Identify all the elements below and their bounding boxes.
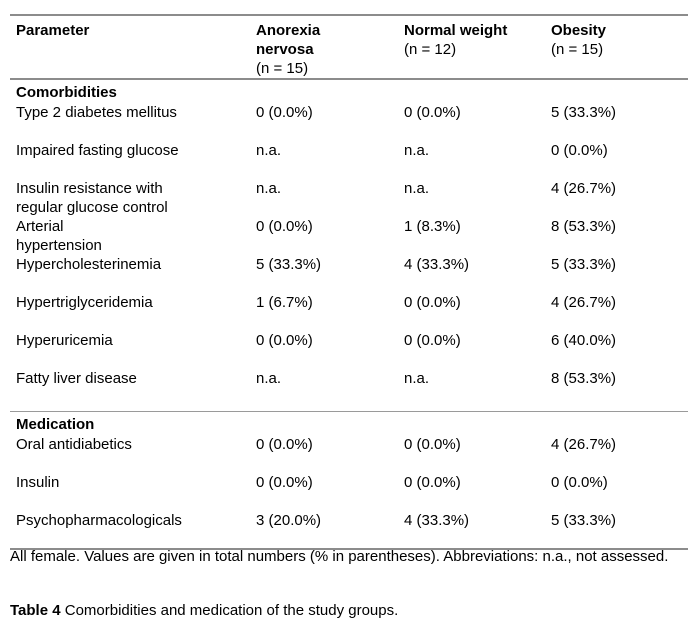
table-row: Type 2 diabetes mellitus 0 (0.0%) 0 (0.0%)… <box>10 103 688 141</box>
value-cell: 4 (26.7%) <box>551 180 617 197</box>
value-cell: 0 (0.0%) <box>404 332 461 349</box>
value-cell: 5 (33.3%) <box>256 256 322 273</box>
value-cell: 8 (53.3%) <box>551 370 617 387</box>
table-row: Impaired fasting glucose n.a. n.a. 0 (0.0%) <box>10 141 688 179</box>
value-cell: 5 (33.3%) <box>545 511 688 550</box>
value-cell: 0 (0.0%) <box>404 294 461 311</box>
value-cell: 5 (33.3%) <box>551 104 617 121</box>
header-cell-anorexia-nervosa: Anorexia nervosa (n = 15) <box>250 14 398 80</box>
value-cell: 4 (33.3%) <box>404 256 470 273</box>
table-body: Comorbidities Type 2 diabetes mellitus 0 (… <box>10 79 688 550</box>
table-row: Hypercholesterinemia 5 (33.3%) 4 (33.3%) 5 … <box>10 255 688 293</box>
value-cell: n.a. <box>404 370 430 387</box>
value-cell: n.a. <box>256 370 282 387</box>
value-cell: 4 (33.3%) <box>398 511 545 550</box>
caption-label: Table 4 <box>10 602 61 619</box>
column-subtitle: (n = 15) <box>256 60 309 77</box>
section-label: Comorbidities <box>16 84 117 101</box>
value-cell: n.a. <box>404 180 430 197</box>
header-row: Parameter Anorexia nervosa (n = 15) Norm… <box>10 14 688 80</box>
table-row: Insulin 0 (0.0%) 0 (0.0%) 0 (0.0%) <box>10 473 688 511</box>
value-cell: 0 (0.0%) <box>256 104 313 121</box>
parameter-cell: Arterial hypertension <box>16 218 102 254</box>
column-title: Normal weight <box>404 22 508 39</box>
value-cell: 1 (8.3%) <box>404 218 461 235</box>
table-row: Oral antidiabetics 0 (0.0%) 0 (0.0%) 4 (26.… <box>10 435 688 473</box>
value-cell: 0 (0.0%) <box>551 474 608 491</box>
column-title: Parameter <box>16 22 90 39</box>
value-cell: 0 (0.0%) <box>256 474 313 491</box>
value-cell: 0 (0.0%) <box>256 332 313 349</box>
table-row: Insulin resistance with regular glucose … <box>10 179 688 217</box>
value-cell: 4 (26.7%) <box>551 436 617 453</box>
parameter-cell: Impaired fasting glucose <box>16 142 179 159</box>
parameter-cell: Oral antidiabetics <box>16 436 132 453</box>
column-subtitle: (n = 12) <box>404 41 457 58</box>
value-cell: n.a. <box>404 142 430 159</box>
value-cell: 3 (20.0%) <box>250 511 398 550</box>
header-cell-normal-weight: Normal weight (n = 12) <box>398 14 545 80</box>
caption-text: Comorbidities and medication of the stud… <box>64 602 399 619</box>
parameter-cell: Psychopharmacologicals <box>10 511 250 550</box>
header-cell-obesity: Obesity (n = 15) <box>545 14 688 80</box>
section-header-row: Medication <box>10 410 688 435</box>
parameter-cell: Fatty liver disease <box>16 370 137 387</box>
table-footnote: All female. Values are given in total nu… <box>10 548 669 565</box>
value-cell: 5 (33.3%) <box>551 256 617 273</box>
parameter-cell: Type 2 diabetes mellitus <box>16 104 177 121</box>
value-cell: n.a. <box>256 180 282 197</box>
value-cell: 4 (26.7%) <box>551 294 617 311</box>
parameter-cell: Insulin resistance with regular glucose … <box>16 180 168 216</box>
comorbidities-medication-table: Parameter Anorexia nervosa (n = 15) Norm… <box>10 14 688 550</box>
table-caption: Table 4 Comorbidities and medication of … <box>10 601 688 621</box>
value-cell: 1 (6.7%) <box>256 294 313 311</box>
table-row: Fatty liver disease n.a. n.a. 8 (53.3%) <box>10 369 688 411</box>
value-cell: n.a. <box>256 142 282 159</box>
table-row: Hypertriglyceridemia 1 (6.7%) 0 (0.0%) 4 (2… <box>10 293 688 331</box>
header-cell-parameter: Parameter <box>10 14 250 80</box>
value-cell: 8 (53.3%) <box>551 218 617 235</box>
value-cell: 0 (0.0%) <box>256 436 313 453</box>
column-subtitle: (n = 15) <box>551 41 604 58</box>
section-header-row: Comorbidities <box>10 79 688 103</box>
parameter-cell: Hypertriglyceridemia <box>16 294 153 311</box>
value-cell: 6 (40.0%) <box>551 332 617 349</box>
parameter-cell: Insulin <box>16 474 60 491</box>
column-title: Anorexia nervosa <box>256 22 321 58</box>
section-label: Medication <box>10 410 688 435</box>
value-cell: 0 (0.0%) <box>404 436 461 453</box>
value-cell: 0 (0.0%) <box>256 218 313 235</box>
parameter-cell: Hypercholesterinemia <box>16 256 162 273</box>
value-cell: 0 (0.0%) <box>404 474 461 491</box>
parameter-cell: Hyperuricemia <box>16 332 113 349</box>
table-row: Arterial hypertension 0 (0.0%) 1 (8.3%) 8 (… <box>10 217 688 255</box>
value-cell: 0 (0.0%) <box>551 142 608 159</box>
table-row: Hyperuricemia 0 (0.0%) 0 (0.0%) 6 (40.0%) <box>10 331 688 369</box>
table-row: Psychopharmacologicals 3 (20.0%) 4 (33.3%)… <box>10 511 688 550</box>
value-cell: 0 (0.0%) <box>404 104 461 121</box>
column-title: Obesity <box>551 22 607 39</box>
